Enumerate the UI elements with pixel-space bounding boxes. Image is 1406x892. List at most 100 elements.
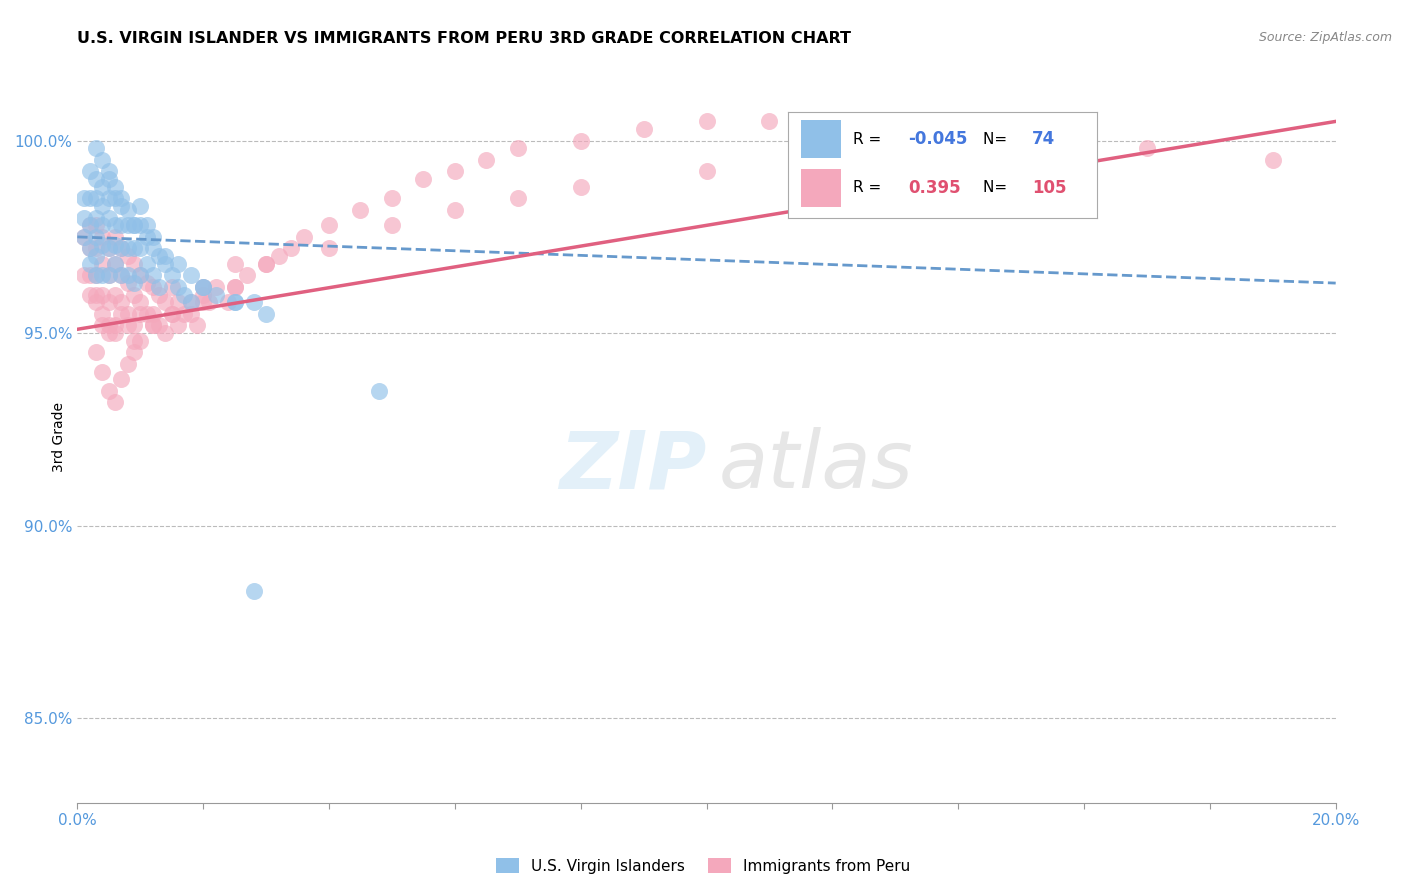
Y-axis label: 3rd Grade: 3rd Grade [52, 402, 66, 472]
Point [186, 318, 208, 333]
Point [84, 211, 107, 225]
Point [160, 268, 183, 283]
Point [79, 191, 101, 205]
Point [110, 268, 132, 283]
Point [224, 257, 246, 271]
Point [79, 257, 101, 271]
Point [224, 280, 246, 294]
Point [117, 318, 139, 333]
Point [79, 242, 101, 256]
Point [167, 257, 190, 271]
Point [236, 268, 259, 283]
Point [160, 307, 183, 321]
Point [110, 307, 132, 321]
Point [129, 268, 152, 283]
Point [155, 249, 177, 263]
Point [117, 249, 139, 263]
Point [84, 268, 107, 283]
Point [180, 295, 202, 310]
Point [110, 295, 132, 310]
Point [444, 164, 467, 178]
Point [91, 219, 114, 233]
Point [104, 257, 127, 271]
Point [412, 172, 434, 186]
Point [191, 295, 215, 310]
Point [180, 268, 202, 283]
Point [84, 242, 107, 256]
Point [91, 199, 114, 213]
Point [135, 257, 157, 271]
Point [191, 287, 215, 301]
Point [79, 164, 101, 178]
Point [122, 334, 145, 348]
Point [122, 242, 145, 256]
Point [122, 345, 145, 359]
Point [173, 307, 195, 321]
Text: 105: 105 [1032, 179, 1066, 197]
Point [72, 191, 94, 205]
Point [167, 280, 190, 294]
Point [97, 268, 120, 283]
Point [84, 295, 107, 310]
Point [254, 257, 277, 271]
Point [117, 276, 139, 290]
Point [91, 268, 114, 283]
Point [167, 295, 190, 310]
Point [122, 276, 145, 290]
Point [217, 295, 239, 310]
Point [280, 242, 302, 256]
Point [97, 268, 120, 283]
Point [180, 307, 202, 321]
Text: U.S. VIRGIN ISLANDER VS IMMIGRANTS FROM PERU 3RD GRADE CORRELATION CHART: U.S. VIRGIN ISLANDER VS IMMIGRANTS FROM … [77, 31, 851, 46]
Point [129, 219, 152, 233]
Bar [800, 169, 841, 207]
Point [72, 230, 94, 244]
Point [142, 318, 165, 333]
Point [155, 257, 177, 271]
Point [91, 179, 114, 194]
Point [91, 318, 114, 333]
Point [91, 257, 114, 271]
Point [97, 172, 120, 186]
Point [97, 242, 120, 256]
Point [142, 268, 165, 283]
Point [91, 287, 114, 301]
Point [129, 334, 152, 348]
Point [569, 134, 592, 148]
Point [79, 219, 101, 233]
Point [117, 219, 139, 233]
Point [97, 295, 120, 310]
Point [97, 326, 120, 340]
Point [110, 268, 132, 283]
Point [160, 307, 183, 321]
Point [104, 179, 127, 194]
Point [242, 584, 264, 599]
Point [97, 191, 120, 205]
Point [267, 249, 290, 263]
Point [110, 199, 132, 213]
Point [444, 202, 467, 217]
Point [97, 211, 120, 225]
Point [381, 219, 404, 233]
Point [148, 280, 170, 294]
Point [110, 191, 132, 205]
Point [84, 249, 107, 263]
Point [117, 268, 139, 283]
Point [117, 202, 139, 217]
Point [129, 295, 152, 310]
Point [191, 280, 215, 294]
Point [104, 191, 127, 205]
Point [97, 242, 120, 256]
Point [91, 365, 114, 379]
Point [97, 318, 120, 333]
Point [97, 384, 120, 398]
Point [1136, 141, 1159, 155]
Point [180, 295, 202, 310]
Point [72, 230, 94, 244]
Point [91, 237, 114, 252]
Point [254, 307, 277, 321]
Point [129, 268, 152, 283]
Point [758, 114, 780, 128]
Point [84, 230, 107, 244]
Point [191, 280, 215, 294]
